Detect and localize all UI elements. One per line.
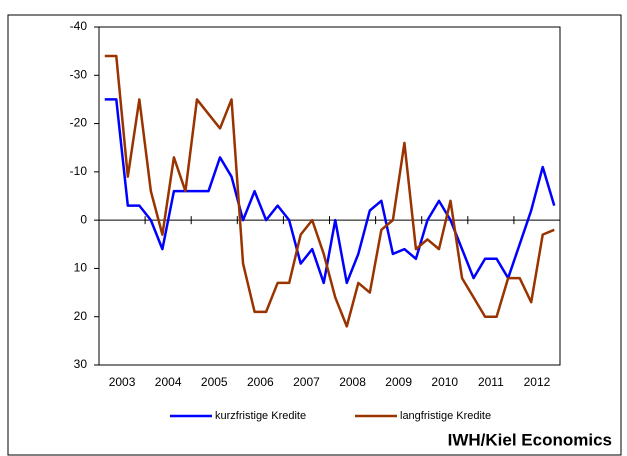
legend-label: kurzfristige Kredite — [215, 410, 306, 422]
series-line — [104, 98, 556, 285]
x-tick-label: 2009 — [385, 375, 412, 389]
y-tick-label: 10 — [74, 261, 88, 275]
y-tick-label: -40 — [70, 19, 88, 33]
plot-area — [98, 26, 561, 366]
legend-label: langfristige Kredite — [400, 410, 491, 422]
y-tick-label: 20 — [74, 309, 88, 323]
y-tick-label: -10 — [70, 164, 88, 178]
x-tick-label: 2008 — [339, 375, 366, 389]
y-tick-label: 30 — [74, 357, 88, 371]
x-tick-label: 2007 — [293, 375, 320, 389]
source: IWH/Kiel Economics — [448, 430, 612, 449]
y-tick-label: 0 — [80, 212, 87, 226]
y-tick-label: -20 — [70, 116, 88, 130]
x-tick-label: 2010 — [431, 375, 458, 389]
x-tick-label: 2012 — [524, 375, 551, 389]
x-tick-label: 2005 — [201, 375, 228, 389]
frame — [7, 14, 622, 456]
x-tick-label: 2003 — [109, 375, 136, 389]
series-line — [104, 54, 555, 328]
x-tick-label: 2011 — [478, 375, 504, 389]
y-tick-label: -30 — [70, 67, 88, 81]
x-tick-label: 2006 — [247, 375, 274, 389]
x-tick-label: 2004 — [155, 375, 182, 389]
